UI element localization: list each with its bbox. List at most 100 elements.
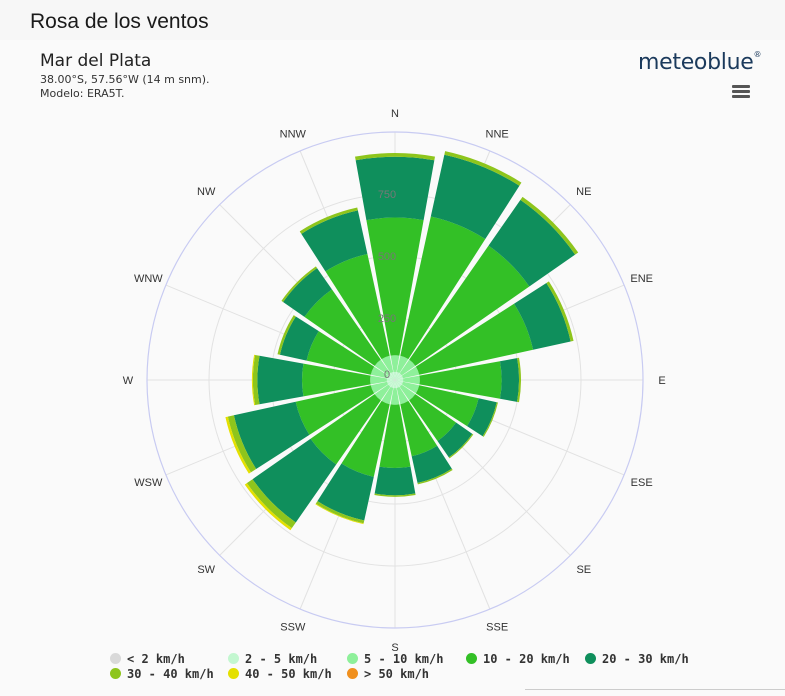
wind-bar-ne-band-1[interactable] bbox=[395, 373, 402, 380]
legend-item[interactable]: 10 - 20 km/h bbox=[466, 652, 570, 666]
wind-bar-w-band-5[interactable] bbox=[252, 354, 260, 406]
wind-bar-se-band-5[interactable] bbox=[448, 433, 474, 459]
legend-item[interactable]: 5 - 10 km/h bbox=[347, 652, 443, 666]
wind-bar-ene-band-4[interactable] bbox=[514, 282, 571, 350]
legend-label: 5 - 10 km/h bbox=[364, 652, 444, 666]
wind-bar-sse-band-3[interactable] bbox=[400, 400, 438, 457]
wind-bar-se-band-3[interactable] bbox=[409, 394, 457, 442]
wind-bar-nne-band-5[interactable] bbox=[444, 151, 522, 186]
wind-bar-wnw-band-4[interactable] bbox=[279, 316, 319, 361]
wind-bar-wsw-band-4[interactable] bbox=[233, 401, 310, 469]
wind-bar-ene-band-5[interactable] bbox=[546, 281, 574, 342]
wind-bar-s-band-1[interactable] bbox=[393, 380, 397, 389]
wind-bar-nne-band-3[interactable] bbox=[400, 216, 486, 360]
wind-bar-ssw-band-5[interactable] bbox=[315, 501, 365, 524]
wind-bar-ssw-band-2[interactable] bbox=[381, 386, 394, 405]
wind-bar-nnw-band-4[interactable] bbox=[301, 210, 368, 272]
wind-bar-sw-band-3[interactable] bbox=[310, 394, 381, 465]
wind-bar-ese-band-2[interactable] bbox=[401, 381, 420, 394]
wind-bar-nnw-band-5[interactable] bbox=[299, 207, 358, 234]
wind-bar-ese-band-4[interactable] bbox=[467, 398, 497, 437]
wind-bar-n-band-4[interactable] bbox=[355, 156, 435, 221]
legend-item[interactable]: 30 - 40 km/h bbox=[110, 667, 214, 681]
wind-bar-ene-band-1[interactable] bbox=[395, 375, 403, 380]
wind-bar-nne-band-1[interactable] bbox=[395, 372, 400, 380]
wind-bar-n-band-3[interactable] bbox=[366, 217, 424, 356]
wind-bar-nne-band-4[interactable] bbox=[430, 154, 520, 240]
wind-bar-sw-band-5[interactable] bbox=[246, 479, 296, 529]
wind-bar-s-band-5[interactable] bbox=[374, 493, 416, 497]
wind-bar-ssw-band-3[interactable] bbox=[341, 400, 390, 477]
wind-bar-wnw-band-1[interactable] bbox=[387, 375, 395, 380]
wind-bar-wnw-band-3[interactable] bbox=[306, 331, 375, 375]
wind-bar-s-band-2[interactable] bbox=[390, 388, 400, 405]
wind-bar-sw-band-4[interactable] bbox=[252, 438, 337, 523]
wind-bar-sw-band-6[interactable] bbox=[244, 483, 292, 531]
wind-bar-n-band-1[interactable] bbox=[393, 371, 397, 380]
wind-bar-ne-band-5[interactable] bbox=[520, 196, 579, 255]
wind-bar-nw-band-3[interactable] bbox=[304, 289, 381, 366]
wind-bar-wnw-band-5[interactable] bbox=[277, 315, 296, 355]
radial-tick-labels: 0 250 500 750 bbox=[378, 189, 396, 381]
wind-bar-ese-band-5[interactable] bbox=[482, 402, 498, 437]
wind-bar-se-band-4[interactable] bbox=[437, 422, 473, 458]
wind-bar-w-band-2[interactable] bbox=[370, 375, 387, 385]
legend-item[interactable]: 20 - 30 km/h bbox=[585, 652, 689, 666]
chart-menu-button[interactable] bbox=[732, 85, 750, 99]
wind-bar-ne-band-0[interactable] bbox=[395, 379, 396, 380]
legend-item[interactable]: 2 - 5 km/h bbox=[228, 652, 317, 666]
wind-bar-ene-band-2[interactable] bbox=[401, 366, 420, 379]
wind-bar-sse-band-2[interactable] bbox=[396, 386, 409, 405]
wind-bar-nnw-band-3[interactable] bbox=[325, 254, 390, 360]
wind-bar-nw-band-1[interactable] bbox=[388, 373, 395, 380]
wind-bar-wsw-band-5[interactable] bbox=[227, 415, 257, 473]
wind-bar-ne-band-4[interactable] bbox=[488, 199, 576, 287]
wind-bar-sw-band-2[interactable] bbox=[374, 384, 391, 401]
wind-bar-n-band-2[interactable] bbox=[390, 355, 400, 372]
wind-bar-wsw-band-6[interactable] bbox=[225, 416, 251, 474]
wind-bar-s-band-3[interactable] bbox=[379, 404, 411, 469]
legend-item[interactable]: > 50 km/h bbox=[347, 667, 429, 681]
wind-bar-ne-band-2[interactable] bbox=[399, 359, 416, 376]
wind-bar-ssw-band-1[interactable] bbox=[390, 380, 395, 388]
wind-bar-nnw-band-1[interactable] bbox=[390, 372, 395, 380]
wind-bar-nw-band-0[interactable] bbox=[394, 379, 395, 380]
wind-bar-w-band-6[interactable] bbox=[251, 354, 256, 406]
wind-bar-sse-band-1[interactable] bbox=[395, 380, 400, 388]
wind-bar-e-band-2[interactable] bbox=[403, 375, 420, 385]
legend-item[interactable]: < 2 km/h bbox=[110, 652, 185, 666]
wind-bar-e-band-5[interactable] bbox=[517, 357, 521, 403]
wind-bar-e-band-1[interactable] bbox=[395, 378, 404, 382]
wind-bar-sse-band-5[interactable] bbox=[417, 468, 453, 485]
wind-bar-sw-band-1[interactable] bbox=[388, 380, 395, 387]
wind-bar-s-band-4[interactable] bbox=[374, 466, 416, 496]
wind-bar-wsw-band-1[interactable] bbox=[387, 380, 395, 385]
wind-bar-e-band-3[interactable] bbox=[419, 361, 502, 399]
wind-bar-nne-band-2[interactable] bbox=[396, 355, 409, 374]
meteoblue-logo[interactable]: meteoblue® bbox=[638, 50, 761, 75]
legend-color-dot bbox=[585, 653, 596, 664]
legend-item[interactable]: 40 - 50 km/h bbox=[228, 667, 332, 681]
wind-bar-w-band-3[interactable] bbox=[301, 363, 371, 397]
wind-bar-wsw-band-3[interactable] bbox=[295, 385, 375, 435]
wind-bar-se-band-1[interactable] bbox=[395, 380, 402, 387]
wind-bar-sse-band-4[interactable] bbox=[411, 445, 452, 483]
wind-bar-ese-band-3[interactable] bbox=[415, 385, 479, 427]
wind-bar-wsw-band-2[interactable] bbox=[370, 381, 389, 394]
wind-bar-se-band-2[interactable] bbox=[399, 384, 416, 401]
wind-bar-ne-band-3[interactable] bbox=[409, 245, 530, 366]
wind-bar-se-band-0[interactable] bbox=[395, 380, 396, 381]
wind-bar-w-band-4[interactable] bbox=[257, 355, 304, 405]
wind-bar-nnw-band-2[interactable] bbox=[381, 355, 394, 374]
wind-bar-e-band-4[interactable] bbox=[499, 358, 519, 402]
wind-bar-n-band-5[interactable] bbox=[355, 153, 435, 161]
wind-bar-w-band-1[interactable] bbox=[386, 378, 395, 382]
wind-bar-sw-band-0[interactable] bbox=[394, 380, 395, 381]
wind-bar-nw-band-2[interactable] bbox=[374, 359, 391, 376]
wind-bar-ese-band-1[interactable] bbox=[395, 380, 403, 385]
wind-bar-nw-band-5[interactable] bbox=[281, 266, 318, 303]
wind-bar-ssw-band-4[interactable] bbox=[317, 463, 374, 521]
wind-bar-wnw-band-2[interactable] bbox=[370, 366, 389, 379]
wind-bar-nw-band-4[interactable] bbox=[283, 268, 332, 317]
wind-bar-ene-band-3[interactable] bbox=[415, 303, 534, 375]
